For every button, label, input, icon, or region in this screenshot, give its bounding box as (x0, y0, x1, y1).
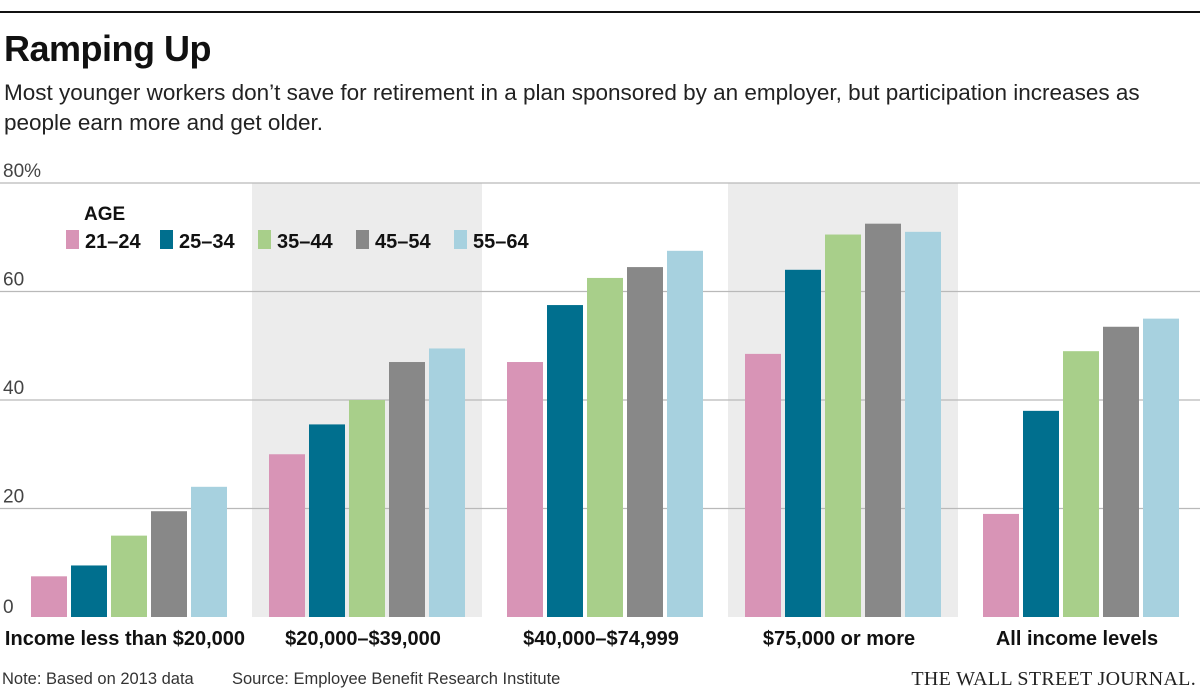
bar (627, 267, 663, 617)
x-tick-label: $20,000–$39,000 (285, 628, 441, 650)
chart-subtitle: Most younger workers don’t save for reti… (4, 80, 1140, 135)
bar (151, 511, 187, 617)
bar (1143, 318, 1179, 617)
bar (309, 424, 345, 617)
bar (667, 250, 703, 617)
bar (1023, 410, 1059, 617)
bar (389, 362, 425, 617)
bar (31, 576, 67, 617)
legend-swatch (258, 230, 271, 249)
footnote: Note: Based on 2013 data (2, 670, 194, 688)
bar (865, 223, 901, 617)
bar (905, 231, 941, 617)
y-tick-label: 0 (3, 597, 14, 618)
publisher-logo: THE WALL STREET JOURNAL. (911, 668, 1196, 690)
bar (507, 362, 543, 617)
bar (983, 513, 1019, 617)
legend-swatch (454, 230, 467, 249)
bar (111, 535, 147, 617)
bar (269, 454, 305, 617)
legend-swatch (356, 230, 369, 249)
bar (429, 348, 465, 617)
source-note: Source: Employee Benefit Research Instit… (232, 670, 561, 688)
y-tick-label: 40 (3, 378, 24, 399)
legend-label: 45–54 (375, 231, 431, 253)
bar (547, 305, 583, 617)
legend: AGE 21–24 25–34 35–44 45–54 55–64 (66, 204, 529, 253)
bar (71, 565, 107, 617)
y-tick-labels: 0 20 40 60 80% (3, 161, 41, 618)
bar (191, 486, 227, 617)
top-rule (0, 11, 1200, 13)
x-tick-label: $40,000–$74,999 (523, 628, 679, 650)
legend-label: 25–34 (179, 231, 235, 253)
bar (349, 400, 385, 617)
x-tick-labels: Income less than $20,000 $20,000–$39,000 $… (5, 628, 1158, 650)
chart-title: Ramping Up (4, 28, 212, 69)
bar (1063, 351, 1099, 617)
bar-chart: 0 20 40 60 80% Income less than $20,000 $20,0… (0, 161, 1200, 650)
bars (31, 223, 1179, 617)
legend-swatch (160, 230, 173, 249)
bar (785, 269, 821, 617)
y-tick-label: 60 (3, 270, 24, 291)
legend-label: 55–64 (473, 231, 529, 253)
legend-label: 21–24 (85, 231, 141, 253)
legend-title: AGE (84, 204, 125, 225)
x-tick-label: $75,000 or more (763, 628, 915, 650)
x-tick-label: Income less than $20,000 (5, 628, 245, 650)
bar (825, 234, 861, 617)
y-tick-label: 80% (3, 161, 41, 182)
legend-swatch (66, 230, 79, 249)
bar (745, 353, 781, 617)
bar (587, 277, 623, 617)
x-tick-label: All income levels (996, 628, 1158, 650)
y-tick-label: 20 (3, 487, 24, 508)
bar (1103, 326, 1139, 617)
legend-label: 35–44 (277, 231, 333, 253)
